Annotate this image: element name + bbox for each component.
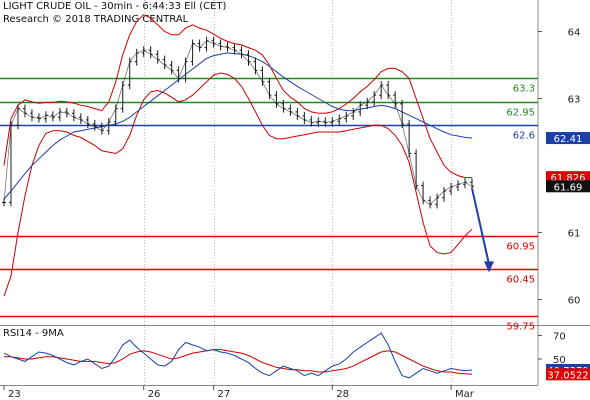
price-badge-2-text: 61.826 (551, 173, 586, 184)
rsi-panel-title: RSI14 - 9MA (3, 328, 64, 339)
x-tick-label: 26 (148, 389, 161, 400)
rsi-badge-2: 37.0522 (546, 368, 590, 381)
forecast-arrow-head (484, 261, 494, 273)
price-badge-2-bg (546, 171, 590, 184)
x-tick-label: 27 (218, 389, 231, 400)
x-tick-label: Mar (455, 389, 475, 400)
bollinger-upper-line (3, 14, 472, 179)
y-tick-label: 63 (568, 95, 581, 106)
level-label-60.45: 60.45 (506, 275, 535, 286)
x-tick-label: 28 (336, 389, 349, 400)
chart-title: LIGHT CRUDE OIL - 30min - 6:44:33 Ell (C… (3, 1, 227, 12)
price-badge-1: 62.41 (546, 132, 590, 145)
level-label-62.95: 62.95 (506, 108, 535, 119)
price-line (3, 40, 473, 205)
rsi-tick-label: 70 (553, 331, 566, 342)
price-badge-3-text: 61.69 (554, 182, 583, 193)
forecast-arrow-shaft (471, 188, 490, 265)
bollinger-lower-line (3, 72, 473, 297)
rsi-badge-2-bg (546, 368, 590, 381)
rsi-line (3, 332, 473, 379)
rsi-ma-line (4, 349, 473, 375)
price-badge-3-bg (546, 180, 590, 193)
rsi-tick-label: 50 (553, 355, 566, 366)
level-label-63.3: 63.3 (513, 84, 535, 95)
copyright-text: Research © 2018 TRADING CENTRAL (3, 14, 189, 25)
y-tick-label: 64 (568, 27, 581, 38)
y-tick-label: 60 (568, 296, 581, 307)
level-label-60.95: 60.95 (506, 242, 535, 253)
x-tick-label: 23 (8, 389, 21, 400)
rsi-badge-2-text: 37.0522 (547, 370, 588, 381)
y-tick-label: 61 (568, 229, 581, 240)
price-badge-1-bg (546, 132, 590, 145)
moving-average-line (3, 52, 473, 200)
level-label-59.75: 59.75 (506, 322, 535, 333)
price-badge-3: 61.69 (546, 180, 590, 193)
price-badge-2: 61.826 (546, 171, 590, 184)
level-label-62.6: 62.6 (513, 131, 535, 142)
price-badge-1-text: 62.41 (554, 134, 583, 145)
